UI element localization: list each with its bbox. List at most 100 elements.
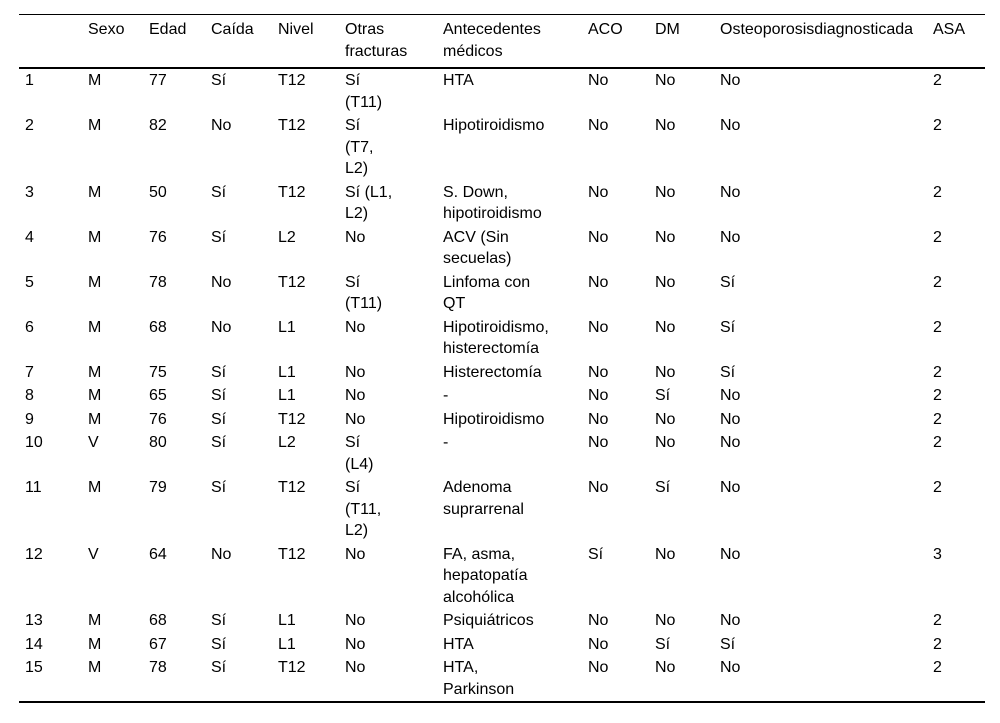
cell-edad: 68 [149,318,167,336]
cell-otras-fracturas: No [345,545,366,563]
cell-edad: 78 [149,273,167,291]
cell-osteoporosis: No [720,228,741,246]
cell-otras-fracturas: No [345,635,366,653]
cell-otras-fracturas: Sí (T7, L2) [345,117,374,177]
cell-otras-fracturas: No [345,363,366,381]
cell-asa: 2 [933,635,942,653]
cell-sexo: M [88,612,102,629]
cell-dm: No [655,117,676,134]
cell-aco: No [588,363,609,381]
cell-num: 7 [25,363,34,381]
cell-dm: Sí [655,387,671,404]
cell-num: 9 [25,410,34,428]
table-row-10: 10 V 80 Sí L2 Sí (L4) - No No No 2 [19,431,985,476]
cell-aco: No [588,387,609,404]
cell-dm: No [655,434,676,451]
cell-antecedentes: Hipotiroidismo [443,117,545,134]
cell-aco: No [588,273,609,291]
cell-antecedentes: - [443,387,449,404]
cell-antecedentes: Psiquiátricos [443,612,534,629]
cell-otras-fracturas: No [345,228,366,246]
cell-edad: 75 [149,363,167,381]
cell-aco: No [588,434,609,451]
cell-caida: No [211,117,232,134]
cell-num: 8 [25,387,34,404]
cell-asa: 2 [933,318,942,336]
cell-dm: No [655,318,676,336]
cell-otras-fracturas: No [345,410,366,428]
cell-antecedentes: HTA [443,72,474,89]
cell-antecedentes: Linfoma con QT [443,273,531,313]
cell-sexo: M [88,387,102,404]
cell-osteoporosis: No [720,410,741,428]
cell-osteoporosis: No [720,659,741,676]
cell-sexo: M [88,72,102,89]
column-header-edad: Edad [149,14,211,69]
cell-dm: No [655,228,676,246]
cell-num: 2 [25,117,34,134]
table-row-13: 13 M 68 Sí L1 No Psiquiátricos No No No 2 [19,609,985,633]
cell-nivel: L1 [278,318,296,336]
cell-aco: No [588,479,609,496]
cell-otras-fracturas: Sí (L1, L2) [345,183,393,223]
cell-dm: No [655,273,676,291]
table-row-9: 9 M 76 Sí T12 No Hipotiroidismo No No No 2 [19,408,985,432]
cell-otras-fracturas: No [345,612,366,629]
cell-osteoporosis: No [720,72,741,89]
cell-dm: No [655,72,676,89]
cell-dm: Sí [655,635,671,653]
column-header-aco: ACO [588,14,655,69]
cell-dm: No [655,183,676,201]
cell-edad: 68 [149,612,167,629]
cell-asa: 2 [933,479,942,496]
cell-nivel: T12 [278,72,306,89]
cell-num: 11 [25,479,42,496]
cell-edad: 82 [149,117,167,134]
cell-nivel: T12 [278,545,306,563]
cell-caida: Sí [211,635,227,653]
header-row: Sexo Edad Caída Nivel Otras fracturas Anteced… [19,14,985,69]
cell-caida: Sí [211,612,227,629]
cell-aco: No [588,228,609,246]
cell-asa: 2 [933,612,942,629]
table-row-7: 7 M 75 Sí L1 No Histerectomía No No Sí 2 [19,361,985,385]
cell-otras-fracturas: No [345,659,366,676]
cell-asa: 2 [933,72,942,89]
cell-edad: 50 [149,183,167,201]
patients-table: Sexo Edad Caída Nivel Otras fracturas Anteced… [19,14,985,703]
cell-dm: No [655,410,676,428]
cell-asa: 3 [933,545,942,563]
cell-sexo: M [88,318,102,336]
table-row-2: 2 M 82 No T12 Sí (T7, L2) Hipotiroidismo No No No… [19,114,985,181]
column-header-otras-fracturas: Otras fracturas [345,14,443,69]
table-row-4: 4 M 76 Sí L2 No ACV (Sin secuelas) No No No 2 [19,226,985,271]
cell-aco: No [588,117,609,134]
cell-nivel: T12 [278,410,306,428]
cell-antecedentes: Hipotiroidismo [443,410,545,428]
cell-nivel: L2 [278,434,296,451]
cell-caida: Sí [211,228,227,246]
cell-otras-fracturas: Sí (T11) [345,273,383,313]
table-row-11: 11 M 79 Sí T12 Sí (T11, L2) Adenoma suprarrena… [19,476,985,543]
cell-antecedentes: - [443,434,449,451]
column-header-nivel: Nivel [278,14,345,69]
cell-otras-fracturas: Sí (L4) [345,434,374,473]
cell-caida: Sí [211,183,227,201]
cell-sexo: M [88,273,102,291]
cell-edad: 76 [149,228,167,246]
cell-sexo: M [88,635,102,653]
cell-otras-fracturas: Sí (T11) [345,72,383,111]
cell-edad: 76 [149,410,167,428]
table-row-12: 12 V 64 No T12 No FA, asma, hepatopatía alcohó… [19,543,985,610]
cell-osteoporosis: Sí [720,635,736,653]
cell-antecedentes: S. Down, hipotiroidismo [443,183,542,223]
cell-nivel: L1 [278,635,296,653]
cell-nivel: L1 [278,363,296,381]
cell-osteoporosis: No [720,545,741,563]
cell-otras-fracturas: No [345,387,366,404]
cell-num: 13 [25,612,43,629]
cell-caida: Sí [211,363,227,381]
cell-osteoporosis: No [720,183,741,201]
cell-sexo: M [88,363,102,381]
cell-num: 4 [25,228,34,246]
